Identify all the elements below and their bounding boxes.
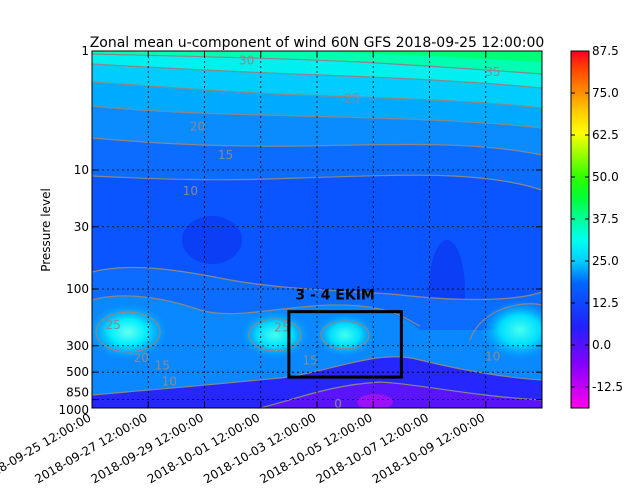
contour-label: 35 (485, 65, 500, 79)
contour-label: 10 (162, 375, 177, 389)
annotation-label: 3 - 4 EKİM (295, 287, 374, 304)
annotation-box (287, 310, 403, 379)
y-axis-label: Pressure level (39, 188, 53, 272)
contour-label: 15 (302, 354, 317, 368)
contour-label: 10 (183, 184, 198, 198)
y-tick-label: 1 (81, 44, 89, 58)
jet-core-2 (240, 311, 310, 359)
jet-core-3 (315, 313, 375, 357)
y-tick-label: 30 (74, 220, 89, 234)
y-tick-label: 10 (74, 163, 89, 177)
jet-core-4 (480, 300, 542, 360)
contour-label: 10 (485, 350, 500, 364)
contour-label: 15 (218, 148, 233, 162)
colorbar-tick-label: 25.0 (592, 254, 619, 268)
y-tick-label: 500 (66, 365, 89, 379)
colorbar-tick-label: 0.0 (592, 338, 611, 352)
contour-labels: 35 30 25 20 15 10 25 25 20 15 15 10 10 0 (105, 53, 500, 411)
colorbar-tick-label: 75.0 (592, 86, 619, 100)
colorbar-tick-label: 87.5 (592, 44, 619, 58)
chart-title: Zonal mean u-component of wind 60N GFS 2… (90, 35, 545, 51)
colorbar-tick-label: 62.5 (592, 128, 619, 142)
colorbar-tick-label: 50.0 (592, 170, 619, 184)
contour-label: 15 (155, 359, 170, 373)
contour-label: 0 (334, 397, 342, 411)
weak-pocket-1 (182, 216, 242, 264)
contour-label: 25 (105, 318, 120, 332)
grid-lines (91, 51, 542, 408)
contour-lines (92, 53, 542, 408)
y-tick-label: 850 (66, 386, 89, 400)
colorbar (570, 50, 590, 409)
surface-neg (357, 394, 393, 408)
colorbar-tick-label: -12.5 (592, 380, 623, 394)
contour-label: 20 (134, 351, 149, 365)
colorbar-tick-label: 37.5 (592, 212, 619, 226)
contour-label: 25 (345, 91, 360, 105)
y-tick-label: 1000 (58, 403, 89, 417)
y-tick-label: 100 (66, 282, 89, 296)
contour-label: 20 (190, 119, 205, 133)
colorbar-tick-label: 12.5 (592, 296, 619, 310)
y-tick-label: 300 (66, 339, 89, 353)
contour-label: 30 (239, 53, 254, 67)
band-40 (320, 51, 542, 62)
surface-0 (260, 382, 542, 408)
contour-label: 25 (274, 320, 289, 334)
colorbar-ticks: 87.5 75.0 62.5 50.0 37.5 25.0 12.5 0.0 -12.5 (571, 44, 623, 394)
